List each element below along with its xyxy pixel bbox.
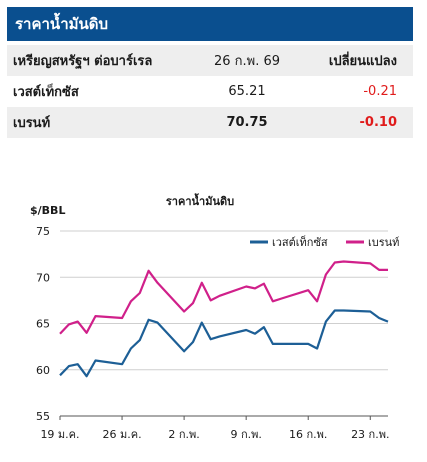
- y-tick-label: 75: [36, 225, 50, 238]
- row-price: 70.75: [226, 115, 268, 130]
- series-line-2: [59, 260, 388, 335]
- oil-price-chart: ราคาน้ำมันดิบ $/BBL 55 60 65 70 75 19 ม.ค. 26 …: [30, 193, 399, 441]
- y-tick-label: 65: [36, 318, 50, 331]
- row-price: 65.21: [228, 84, 266, 99]
- series-lines: [59, 260, 389, 378]
- row-change: -0.10: [359, 115, 397, 130]
- legend-label: เวสต์เท็กซัส: [272, 235, 328, 249]
- x-tick-label: 19 ม.ค.: [40, 428, 79, 441]
- row-change: -0.21: [363, 84, 397, 99]
- header-change: เปลี่ยนแปลง: [328, 54, 397, 69]
- row-name: เบรนท์: [13, 116, 51, 131]
- x-tick-label: 9 ก.พ.: [230, 428, 261, 441]
- y-tick-label: 55: [36, 410, 50, 423]
- x-tick-label: 23 ก.พ.: [351, 428, 389, 441]
- x-tick-label: 26 ม.ค.: [102, 428, 141, 441]
- table-row: เบรนท์ 70.75 -0.10: [7, 107, 413, 138]
- legend-label: เบรนท์: [368, 236, 399, 249]
- gridlines: [60, 230, 388, 417]
- y-tick-label: 60: [36, 364, 50, 377]
- header-unit-label: เหรียญสหรัฐฯ ต่อบาร์เรล: [13, 54, 153, 69]
- row-name: เวสต์เท็กซัส: [13, 85, 79, 100]
- tick-labels: 55 60 65 70 75 19 ม.ค. 26 ม.ค. 2 ก.พ. 9 ก.พ. 16 ก…: [36, 225, 389, 441]
- x-tick-label: 16 ก.พ.: [289, 428, 327, 441]
- table-header-row: เหรียญสหรัฐฯ ต่อบาร์เรล 26 ก.พ. 69 เปลี่…: [7, 45, 413, 76]
- header-date: 26 ก.พ. 69: [213, 54, 281, 69]
- series-line-1: [59, 309, 389, 378]
- y-axis-label: $/BBL: [30, 204, 65, 217]
- table-title: ราคาน้ำมันดิบ: [7, 7, 413, 41]
- chart-title: ราคาน้ำมันดิบ: [166, 193, 234, 208]
- table-row: เวสต์เท็กซัส 65.21 -0.21: [7, 76, 413, 107]
- legend: เวสต์เท็กซัส เบรนท์: [250, 235, 399, 249]
- y-tick-label: 70: [36, 271, 50, 284]
- x-tick-label: 2 ก.พ.: [168, 428, 199, 441]
